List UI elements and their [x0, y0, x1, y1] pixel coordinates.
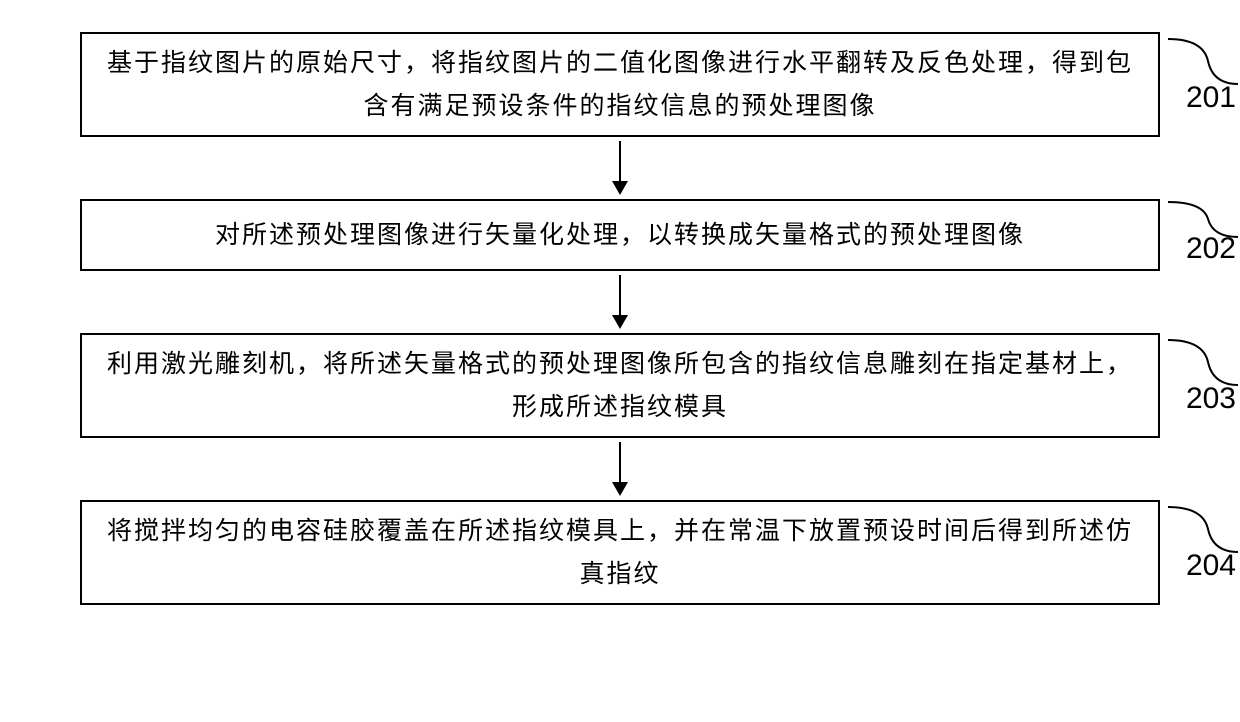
- arrow-head: [612, 482, 628, 496]
- step-label: 202: [1186, 223, 1236, 274]
- arrow-down-icon: [80, 438, 1160, 500]
- arrow-down-icon: [80, 271, 1160, 333]
- step-box-204: 将搅拌均匀的电容硅胶覆盖在所述指纹模具上，并在常温下放置预设时间后得到所述仿真指…: [80, 500, 1160, 605]
- step-box-203: 利用激光雕刻机，将所述矢量格式的预处理图像所包含的指纹信息雕刻在指定基材上，形成…: [80, 333, 1160, 438]
- step-text: 对所述预处理图像进行矢量化处理，以转换成矢量格式的预处理图像: [215, 214, 1025, 257]
- arrow-head: [612, 181, 628, 195]
- step-box-202: 对所述预处理图像进行矢量化处理，以转换成矢量格式的预处理图像 202: [80, 199, 1160, 271]
- flowchart-container: 基于指纹图片的原始尺寸，将指纹图片的二值化图像进行水平翻转及反色处理，得到包含有…: [80, 32, 1160, 605]
- arrow-down-icon: [80, 137, 1160, 199]
- step-text: 利用激光雕刻机，将所述矢量格式的预处理图像所包含的指纹信息雕刻在指定基材上，形成…: [106, 343, 1134, 428]
- step-label: 201: [1186, 72, 1236, 123]
- step-label: 203: [1186, 373, 1236, 424]
- arrow-line: [619, 275, 621, 317]
- step-text: 基于指纹图片的原始尺寸，将指纹图片的二值化图像进行水平翻转及反色处理，得到包含有…: [106, 42, 1134, 127]
- arrow-line: [619, 141, 621, 183]
- arrow-head: [612, 315, 628, 329]
- arrow-line: [619, 442, 621, 484]
- step-text: 将搅拌均匀的电容硅胶覆盖在所述指纹模具上，并在常温下放置预设时间后得到所述仿真指…: [106, 510, 1134, 595]
- step-label: 204: [1186, 540, 1236, 591]
- step-box-201: 基于指纹图片的原始尺寸，将指纹图片的二值化图像进行水平翻转及反色处理，得到包含有…: [80, 32, 1160, 137]
